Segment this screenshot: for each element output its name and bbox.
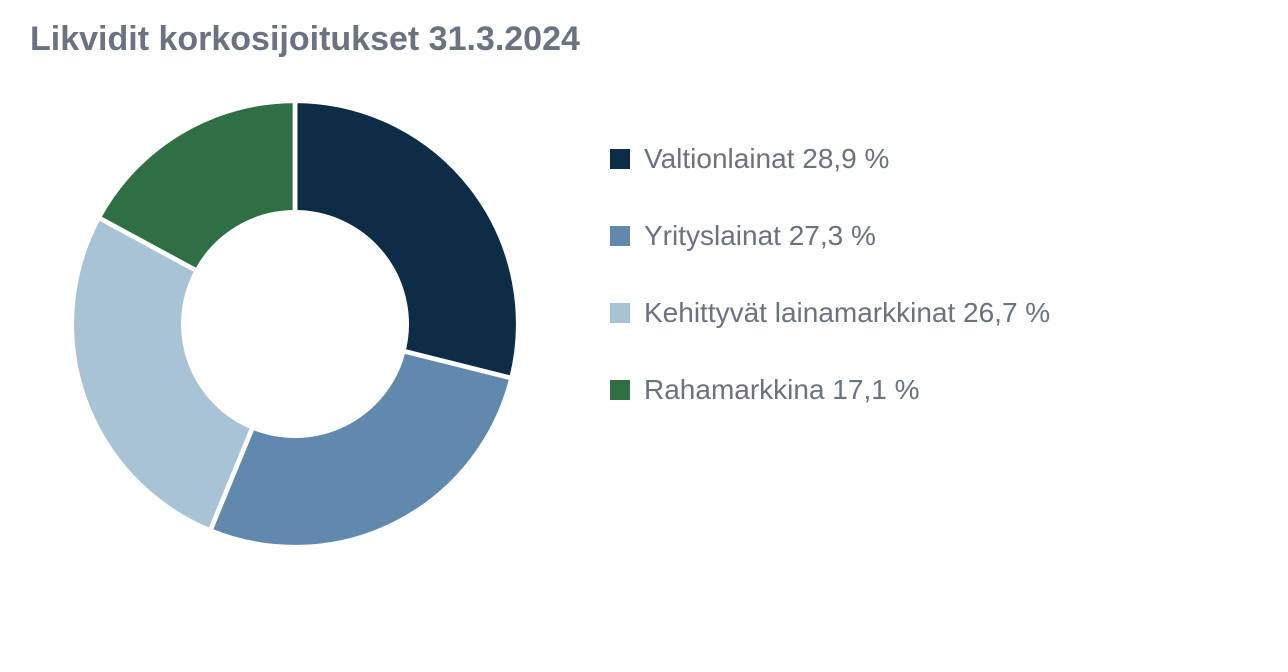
donut-segment — [72, 218, 253, 531]
chart-title: Likvidit korkosijoitukset 31.3.2024 — [30, 20, 1258, 59]
chart-container: Valtionlainat 28,9 % Yrityslainat 27,3 %… — [30, 89, 1258, 559]
legend: Valtionlainat 28,9 % Yrityslainat 27,3 %… — [610, 143, 1050, 406]
legend-item: Kehittyvät lainamarkkinat 26,7 % — [610, 297, 1050, 329]
donut-svg — [60, 89, 530, 559]
donut-segment — [210, 351, 511, 547]
donut-segment — [295, 101, 518, 378]
legend-marker — [610, 380, 630, 400]
legend-marker — [610, 303, 630, 323]
legend-label: Yrityslainat 27,3 % — [644, 220, 876, 252]
legend-item: Valtionlainat 28,9 % — [610, 143, 1050, 175]
legend-marker — [610, 149, 630, 169]
donut-chart — [60, 89, 530, 559]
legend-label: Rahamarkkina 17,1 % — [644, 374, 919, 406]
legend-item: Yrityslainat 27,3 % — [610, 220, 1050, 252]
legend-label: Valtionlainat 28,9 % — [644, 143, 889, 175]
legend-marker — [610, 226, 630, 246]
legend-label: Kehittyvät lainamarkkinat 26,7 % — [644, 297, 1050, 329]
legend-item: Rahamarkkina 17,1 % — [610, 374, 1050, 406]
